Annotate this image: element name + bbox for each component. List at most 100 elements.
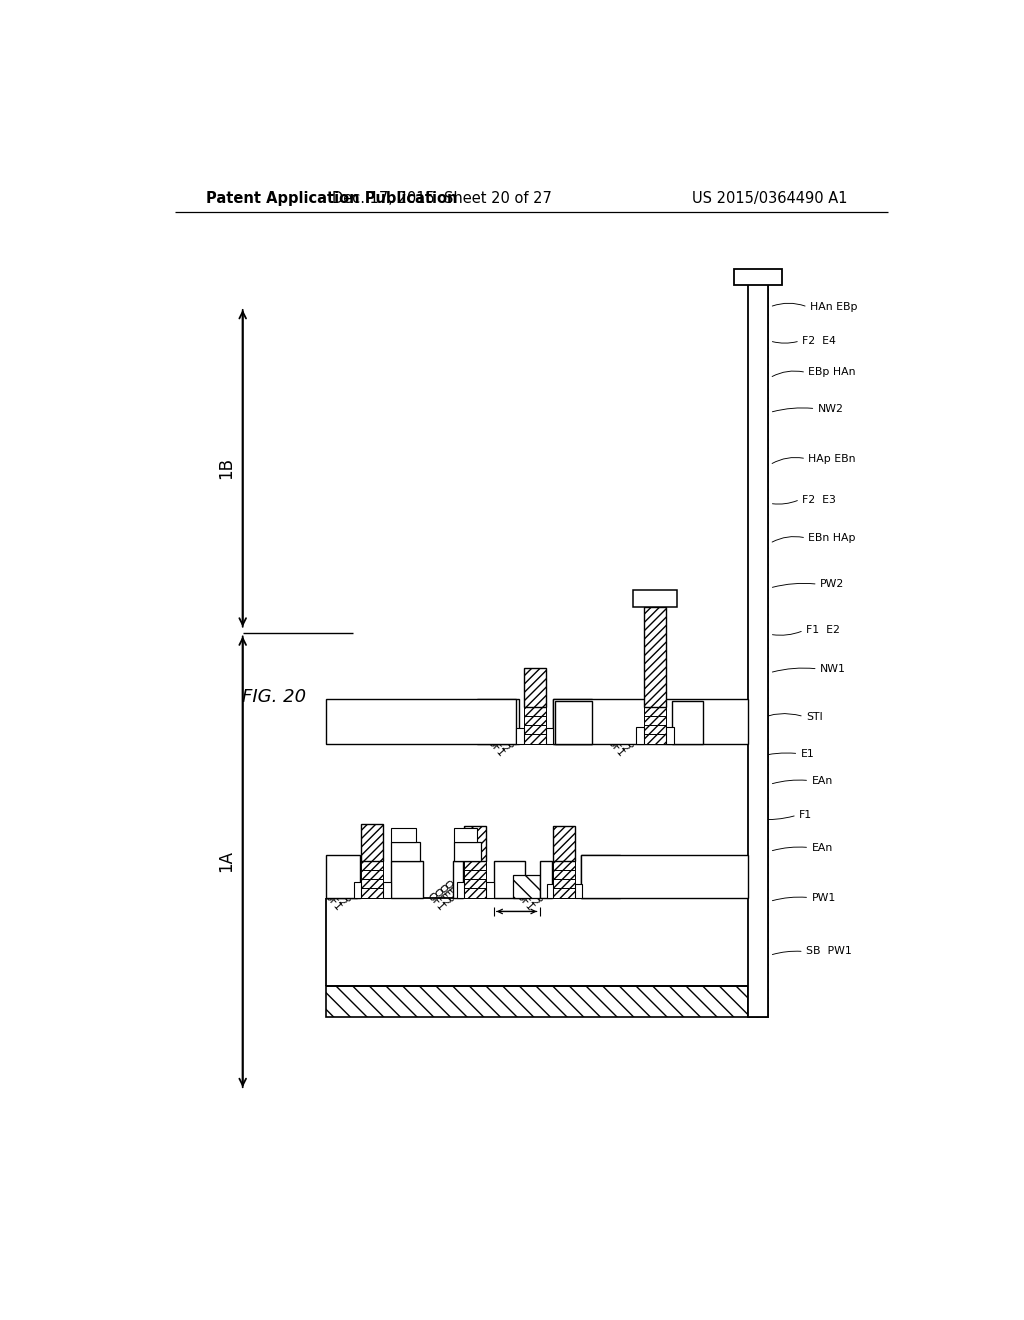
Bar bbox=[554, 870, 575, 879]
Bar bbox=[353, 882, 361, 898]
Bar bbox=[644, 706, 666, 715]
Bar bbox=[361, 870, 383, 879]
Bar bbox=[554, 700, 748, 743]
Text: GE: GE bbox=[360, 837, 376, 847]
Text: GE: GE bbox=[464, 838, 478, 847]
Text: OF4: OF4 bbox=[530, 879, 552, 902]
Bar bbox=[326, 855, 359, 898]
Text: OF2: OF2 bbox=[490, 733, 511, 755]
Text: OF3: OF3 bbox=[615, 729, 637, 751]
Bar bbox=[554, 826, 575, 861]
Bar bbox=[361, 879, 383, 888]
Text: F1  E2: F1 E2 bbox=[806, 626, 840, 635]
Text: SB  PW1: SB PW1 bbox=[806, 946, 852, 957]
Text: NW1: NW1 bbox=[820, 664, 846, 675]
Text: EP: EP bbox=[451, 871, 466, 887]
Text: F2  E3: F2 E3 bbox=[802, 495, 837, 504]
Text: OF2: OF2 bbox=[328, 887, 349, 908]
Text: SL: SL bbox=[454, 829, 466, 840]
Bar bbox=[524, 668, 546, 706]
Bar bbox=[524, 734, 546, 743]
Text: F2  E4: F2 E4 bbox=[802, 335, 837, 346]
Bar bbox=[477, 700, 519, 743]
Text: OF3: OF3 bbox=[333, 883, 354, 904]
Bar bbox=[734, 269, 782, 285]
Bar bbox=[644, 734, 666, 743]
Text: OF2: OF2 bbox=[610, 733, 632, 755]
Bar bbox=[361, 861, 383, 870]
Bar bbox=[464, 870, 486, 879]
Text: PW2: PW2 bbox=[820, 579, 845, 589]
Text: OF1: OF1 bbox=[322, 890, 343, 912]
Text: NW2: NW2 bbox=[818, 404, 844, 413]
Text: OF3: OF3 bbox=[525, 883, 547, 904]
Bar bbox=[454, 842, 481, 861]
Bar bbox=[494, 861, 524, 898]
Text: EP: EP bbox=[539, 871, 554, 887]
Text: OF4: OF4 bbox=[501, 725, 522, 747]
Text: EP: EP bbox=[502, 871, 517, 887]
Text: HAp EBn: HAp EBn bbox=[809, 454, 856, 463]
Text: OF4: OF4 bbox=[622, 725, 642, 747]
Bar bbox=[457, 882, 464, 898]
Bar bbox=[540, 861, 552, 898]
Bar bbox=[328, 858, 356, 898]
Bar bbox=[748, 284, 768, 1016]
Text: EP: EP bbox=[334, 870, 350, 886]
Text: GE: GE bbox=[553, 838, 567, 847]
Text: OF1: OF1 bbox=[484, 737, 506, 758]
Bar bbox=[644, 715, 666, 725]
Bar bbox=[326, 700, 516, 743]
Text: Dec. 17, 2015  Sheet 20 of 27: Dec. 17, 2015 Sheet 20 of 27 bbox=[332, 191, 552, 206]
Text: OF3: OF3 bbox=[496, 729, 517, 751]
Bar bbox=[546, 729, 554, 743]
Text: FIG. 20: FIG. 20 bbox=[242, 689, 306, 706]
Bar bbox=[547, 884, 554, 898]
Text: EBn HAp: EBn HAp bbox=[809, 533, 856, 543]
Text: F1: F1 bbox=[799, 810, 812, 820]
Bar bbox=[575, 884, 583, 898]
Text: EAn: EAn bbox=[812, 842, 833, 853]
Text: OF2: OF2 bbox=[519, 887, 541, 908]
Text: OF3: OF3 bbox=[436, 883, 457, 904]
Bar bbox=[554, 879, 575, 888]
Bar bbox=[326, 986, 748, 1016]
Bar bbox=[391, 829, 416, 842]
Bar bbox=[361, 824, 383, 861]
Bar bbox=[383, 882, 391, 898]
Text: STI: STI bbox=[806, 711, 823, 722]
Text: EBp HAn: EBp HAn bbox=[809, 367, 856, 378]
Text: OF1: OF1 bbox=[605, 737, 626, 758]
Bar bbox=[748, 284, 768, 1016]
Text: EP: EP bbox=[490, 714, 507, 730]
Text: GE: GE bbox=[523, 682, 539, 693]
Bar bbox=[391, 861, 423, 898]
Bar bbox=[582, 855, 748, 898]
Bar bbox=[524, 725, 546, 734]
Bar bbox=[361, 888, 383, 898]
Bar bbox=[666, 726, 674, 743]
Bar bbox=[554, 861, 575, 870]
Bar bbox=[555, 701, 592, 743]
Bar bbox=[516, 729, 524, 743]
Text: BX: BX bbox=[453, 845, 467, 855]
Bar bbox=[636, 726, 644, 743]
Bar bbox=[464, 861, 486, 870]
Bar bbox=[513, 874, 541, 898]
Bar bbox=[672, 701, 703, 743]
Text: 1A: 1A bbox=[217, 850, 234, 873]
Bar bbox=[453, 861, 463, 898]
Bar bbox=[633, 590, 678, 607]
Text: OF4: OF4 bbox=[441, 879, 463, 902]
Text: E1: E1 bbox=[801, 748, 814, 759]
Bar bbox=[391, 842, 420, 861]
Text: PW1: PW1 bbox=[812, 892, 836, 903]
Text: OF2: OF2 bbox=[430, 887, 452, 908]
Text: EAn: EAn bbox=[812, 776, 833, 785]
Text: OF4: OF4 bbox=[338, 879, 359, 902]
Text: 1B: 1B bbox=[217, 457, 234, 479]
Text: US 2015/0364490 A1: US 2015/0364490 A1 bbox=[692, 191, 848, 206]
Text: GE: GE bbox=[644, 652, 658, 661]
Bar bbox=[464, 888, 486, 898]
Text: Patent Application Publication: Patent Application Publication bbox=[206, 191, 457, 206]
